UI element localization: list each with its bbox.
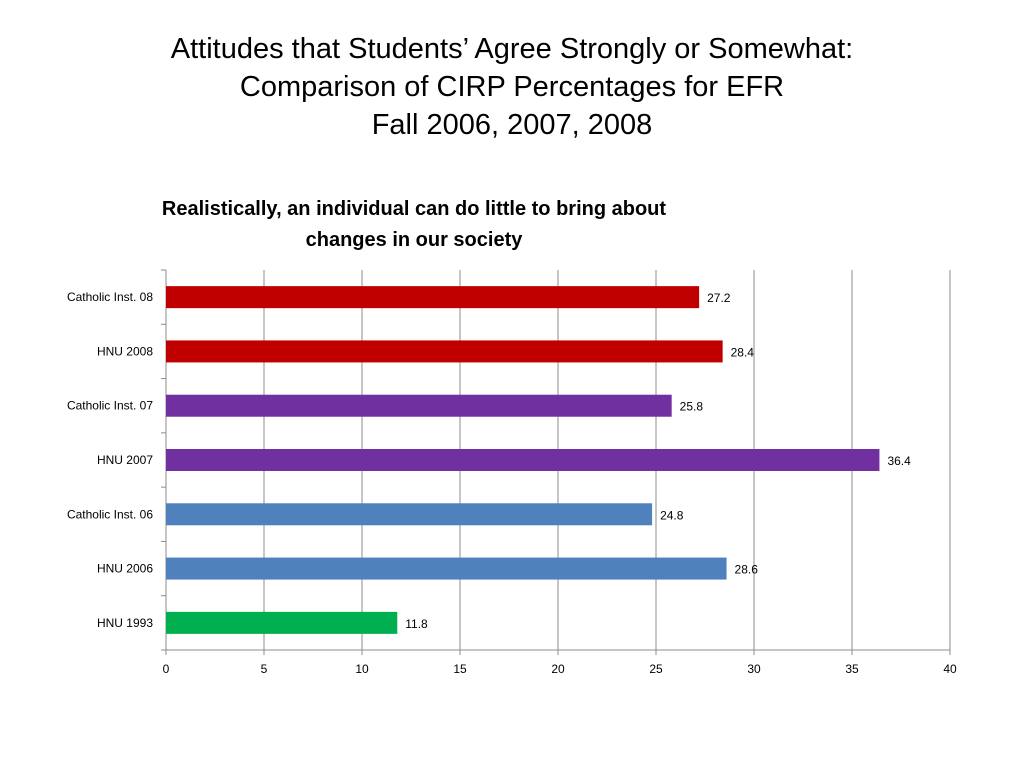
y-category-label-6: HNU 2006: [97, 562, 153, 576]
chart-title-line-1: Realistically, an individual can do litt…: [162, 198, 666, 220]
data-label-2: 28.4: [731, 345, 755, 359]
data-label-1: 27.2: [707, 291, 731, 305]
slide-title: Attitudes that Students’ Agree Strongly …: [0, 30, 1024, 144]
bar-2: [166, 340, 723, 363]
x-tick-label-10: 10: [355, 662, 369, 676]
x-tick-label-15: 15: [453, 662, 467, 676]
slide-title-line-1: Attitudes that Students’ Agree Strongly …: [170, 33, 854, 65]
bar-3: [166, 394, 672, 417]
x-tick-label-5: 5: [261, 662, 268, 676]
chart-title-line-2: changes in our society: [306, 229, 524, 251]
y-category-label-1: Catholic Inst. 08: [67, 290, 153, 304]
y-category-label-4: HNU 2007: [97, 453, 153, 467]
slide-title-line-2: Comparison of CIRP Percentages for EFR: [239, 71, 785, 103]
x-tick-label-30: 30: [747, 662, 761, 676]
data-label-6: 28.6: [735, 563, 759, 577]
y-category-label-7: HNU 1993: [97, 616, 153, 630]
slide-title-line-3: Fall 2006, 2007, 2008: [371, 109, 653, 141]
x-tick-label-40: 40: [943, 662, 957, 676]
y-category-label-2: HNU 2008: [97, 344, 153, 358]
bar-4: [166, 449, 880, 471]
bar-1: [166, 286, 700, 309]
x-tick-label-25: 25: [649, 662, 663, 676]
data-label-4: 36.4: [887, 454, 911, 468]
x-tick-label-20: 20: [551, 662, 565, 676]
y-category-label-3: Catholic Inst. 07: [67, 399, 153, 413]
x-tick-label-35: 35: [845, 662, 859, 676]
x-tick-label-0: 0: [163, 662, 170, 676]
data-label-7: 11.8: [405, 617, 428, 631]
bar-6: [166, 557, 727, 580]
bar-7: [166, 611, 398, 634]
y-category-label-5: Catholic Inst. 06: [67, 507, 153, 521]
data-label-5: 24.8: [660, 508, 684, 522]
bar-5: [166, 503, 653, 526]
data-label-3: 25.8: [680, 400, 704, 414]
